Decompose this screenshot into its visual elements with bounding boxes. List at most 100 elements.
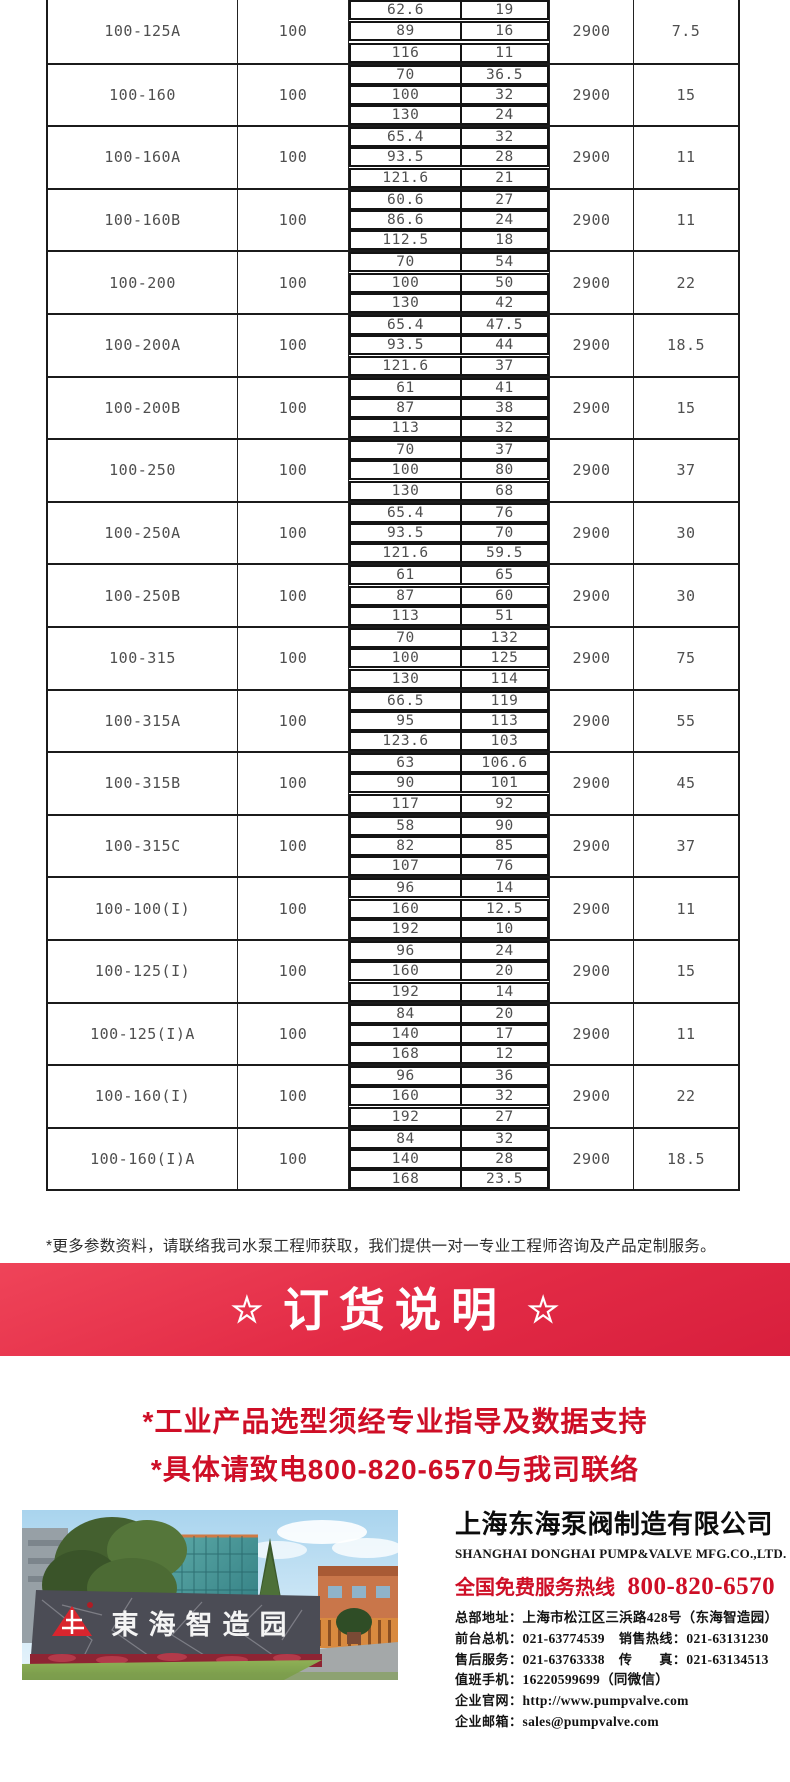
flow-value: 61 [351, 379, 462, 396]
head-value: 65 [495, 567, 514, 584]
speed-cell: 2900 [550, 1003, 634, 1065]
flow-value: 123.6 [351, 733, 462, 750]
contact-label: 企业邮箱： [455, 1713, 523, 1729]
flow-value: 93.5 [351, 149, 462, 166]
head-value: 12 [495, 1046, 514, 1063]
table-row: 100-315C 100 58 90 82 85 107 76 2900 37 [48, 813, 738, 877]
model-cell: 100-200 [48, 252, 238, 313]
flow-head-box: 65.4 47.5 [349, 314, 549, 335]
sign-text: 東海智造园 [112, 1610, 297, 1640]
model-cell: 100-315C [48, 815, 238, 877]
flow-head-box: 90 101 [349, 773, 549, 794]
flow-head-box: 61 41 [349, 377, 549, 398]
head-value: 21 [495, 169, 514, 186]
dn-cell: 100 [238, 940, 349, 1002]
head-value: 16 [495, 23, 514, 40]
flow-value: 121.6 [351, 357, 462, 374]
flow-head-box: 96 24 [349, 940, 549, 961]
power-cell: 37 [676, 837, 696, 856]
head-value: 19 [495, 2, 514, 18]
flow-head-group: 70 36.5 100 32 130 24 [349, 64, 550, 126]
flow-head-box: 66.5 119 [349, 690, 549, 711]
flow-head-box: 112.5 18 [349, 230, 549, 251]
flow-head-group: 65.4 32 93.5 28 121.6 21 [349, 127, 550, 188]
flow-value: 90 [351, 775, 462, 792]
speed-cell: 2900 [550, 314, 634, 376]
company-info: 上海东海泵阀制造有限公司 SHANGHAI DONGHAI PUMP&VALVE… [455, 1504, 786, 1733]
flow-head-box: 70 54 [349, 252, 549, 273]
flow-value: 86.6 [351, 212, 462, 229]
head-value: 106.6 [481, 755, 528, 772]
contact-line: 值班手机：16220599699（同微信） [455, 1670, 767, 1691]
flow-value: 121.6 [351, 169, 462, 186]
contact-value: 16220599699（同微信） [522, 1672, 670, 1688]
service-hotline: 全国免费服务热线 800-820-6570 [455, 1571, 775, 1601]
speed-cell: 2900 [550, 815, 634, 877]
flow-value: 100 [351, 462, 462, 479]
table-row: 100-160A 100 65.4 32 93.5 28 121.6 21 29… [48, 125, 738, 188]
table-row: 100-250A 100 65.4 76 93.5 70 121.6 59.5 … [48, 500, 738, 564]
contact-value: sales@pumpvalve.com [522, 1713, 659, 1729]
flow-value: 160 [351, 963, 462, 980]
flow-head-box: 93.5 70 [349, 523, 549, 544]
contact-label: 销售热线： [618, 1630, 687, 1646]
dn-cell: 100 [238, 565, 349, 626]
contact-value: 021-63134513 [686, 1651, 769, 1667]
head-value: 10 [495, 920, 514, 937]
head-value: 60 [495, 587, 514, 604]
dn-cell: 100 [238, 815, 349, 877]
flow-head-box: 70 132 [349, 627, 549, 648]
notice-line: *工业产品选型须经专业指导及数据支持 [142, 1406, 648, 1437]
model-cell: 100-160B [48, 189, 238, 251]
contact-line: 企业官网：http://www.pumpvalve.com [455, 1691, 767, 1712]
flow-head-group: 61 41 87 38 113 32 [349, 377, 550, 439]
power-cell: 45 [676, 774, 696, 793]
dn-cell: 100 [238, 127, 349, 188]
flow-value: 70 [351, 254, 462, 271]
power-cell: 11 [676, 148, 696, 167]
flow-head-box: 96 36 [349, 1066, 549, 1087]
flow-head-box: 87 60 [349, 585, 549, 606]
head-value: 90 [495, 817, 514, 834]
head-value: 14 [495, 880, 514, 897]
table-row: 100-160(I)A 100 84 32 140 28 168 23.5 29… [48, 1126, 738, 1190]
head-value: 27 [495, 1108, 514, 1125]
dn-cell: 100 [238, 252, 349, 313]
head-value: 32 [495, 420, 514, 437]
speed-cell: 2900 [550, 1128, 634, 1190]
flow-value: 192 [351, 983, 462, 1000]
table-row: 100-160B 100 60.6 27 86.6 24 112.5 18 29… [48, 187, 738, 251]
flow-value: 116 [351, 44, 462, 61]
head-value: 36 [495, 1068, 514, 1085]
power-cell: 75 [676, 649, 696, 668]
head-value: 76 [495, 504, 514, 521]
contact-label: 售后服务： [455, 1651, 523, 1667]
power-cell: 11 [676, 211, 696, 230]
head-value: 18 [495, 232, 514, 249]
dn-cell: 100 [238, 1003, 349, 1065]
contact-label: 总部地址： [455, 1610, 523, 1625]
head-value: 47.5 [486, 316, 523, 333]
flow-value: 89 [351, 23, 462, 40]
speed-cell: 2900 [550, 690, 634, 752]
flow-head-group: 96 14 160 12.5 192 10 [349, 878, 550, 939]
power-cell: 30 [676, 524, 696, 543]
flow-head-box: 192 10 [349, 918, 549, 939]
model-cell: 100-200B [48, 377, 238, 439]
flow-head-box: 116 11 [349, 42, 549, 63]
dn-cell: 100 [238, 0, 349, 63]
head-value: 37 [495, 357, 514, 374]
flow-head-box: 160 20 [349, 961, 549, 982]
flow-value: 58 [351, 817, 462, 834]
flow-value: 192 [351, 1108, 462, 1125]
head-value: 37 [495, 442, 514, 459]
flow-head-box: 95 113 [349, 710, 549, 731]
head-value: 132 [490, 629, 519, 646]
power-cell: 55 [676, 711, 696, 730]
model-cell: 100-160 [48, 64, 238, 126]
flow-head-box: 121.6 37 [349, 355, 549, 376]
power-cell: 11 [676, 1024, 696, 1043]
table-row: 100-160 100 70 36.5 100 32 130 24 2900 1… [48, 62, 738, 126]
flow-value: 65.4 [351, 129, 462, 146]
model-cell: 100-100(I) [48, 878, 238, 939]
